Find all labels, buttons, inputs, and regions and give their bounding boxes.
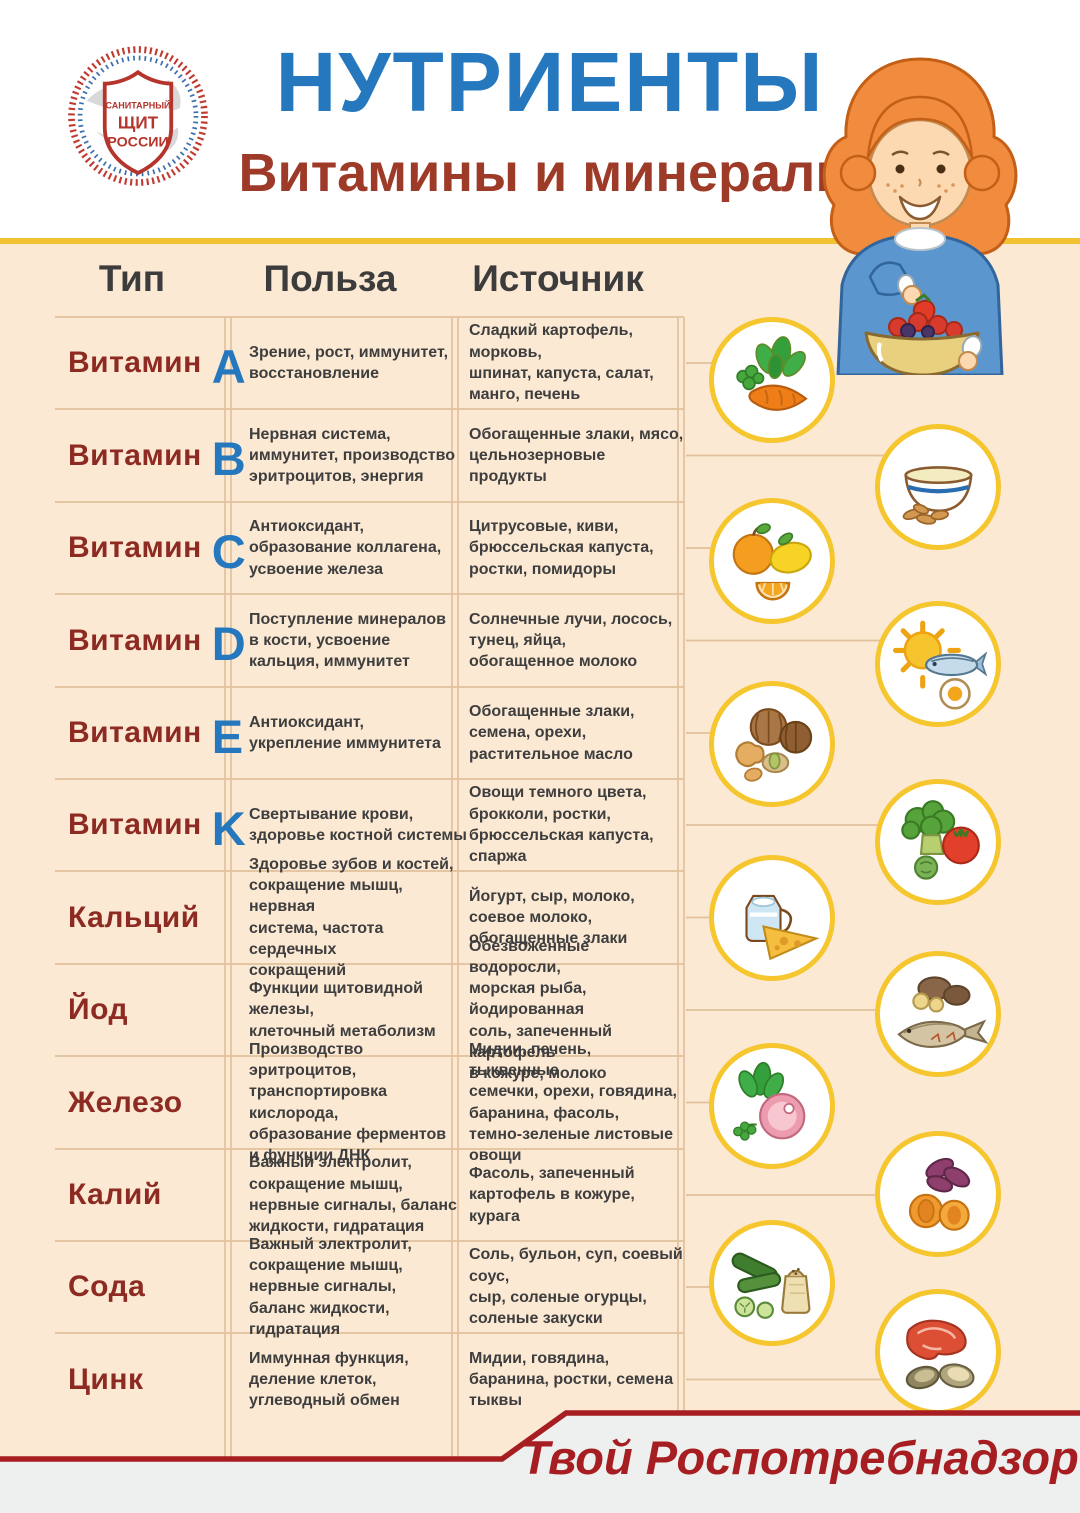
vitamin-letter: B <box>211 432 247 485</box>
source-cell: Мидии, говядина, баранина, ростки, семен… <box>469 1349 674 1410</box>
nutrient-label: Йод <box>68 993 129 1026</box>
table-row: Витамин E Антиоксидант, укрепление иммунит… <box>55 687 684 779</box>
benefit-cell: Важный электролит, сокращение мышц, нерв… <box>249 1154 457 1236</box>
vitamin-letter: K <box>211 801 247 855</box>
cucumber-salt-icon <box>709 1220 835 1346</box>
table-row: Цинк Иммунная функция, деление клеток, уг… <box>55 1333 684 1426</box>
logo-text-line3: РОССИИ <box>107 134 168 150</box>
source-cell: Солнечные лучи, лосось, тунец, яйца, обо… <box>469 610 673 671</box>
logo-text-line1: САНИТАРНЫЙ <box>105 99 170 110</box>
nutrient-name: Витамин B <box>68 409 246 502</box>
nutrient-label: Витамин <box>68 716 202 749</box>
benefit-cell: Нервная система, иммунитет, производство… <box>249 425 456 486</box>
nutrient-label: Витамин <box>68 623 202 657</box>
benefit-cell: Поступление минералов в кости, усвоение … <box>249 610 446 671</box>
header-divider-line <box>0 238 1080 244</box>
source-cell: Мидии, печень, тыквенные семечки, орехи,… <box>469 1040 677 1165</box>
source-cell: Соль, бульон, суп, соевый соус, сыр, сол… <box>469 1246 683 1328</box>
benefit-cell: Здоровье зубов и костей, сокращение мышц… <box>249 855 454 980</box>
sanitary-shield-logo: САНИТАРНЫЙ ЩИТ РОССИИ <box>67 45 209 187</box>
milk-cheese-icon <box>709 855 835 981</box>
table-row: Витамин B Нервная система, иммунитет, прои… <box>55 409 684 502</box>
meat-mussels-icon <box>875 1289 1001 1415</box>
table-row: Витамин D Поступление минералов в кости, у… <box>55 594 684 687</box>
logo-text-line2: ЩИТ <box>118 113 159 132</box>
nutrient-name: Витамин C <box>68 502 246 594</box>
page-title: НУТРИЕНТЫ <box>275 35 825 129</box>
bowl-grains-icon <box>875 424 1001 550</box>
nuts-icon <box>709 681 835 807</box>
spinach-carrot-icon <box>709 317 835 443</box>
benefit-cell: Функции щитовидной железы, клеточный мет… <box>249 980 436 1040</box>
footer-banner: Твой Роспотребнадзор <box>0 1410 1080 1513</box>
source-cell: Фасоль, запеченный картофель в кожуре, к… <box>469 1165 635 1225</box>
column-header-source: Источник <box>472 258 644 299</box>
nutrient-label: Витамин <box>68 531 202 564</box>
nutrient-label: Витамин <box>68 808 202 841</box>
nutrient-name: Калий <box>68 1149 162 1241</box>
benefit-cell: Производство эритроцитов, транспортировк… <box>249 1040 447 1165</box>
nutrient-label: Витамин <box>68 346 202 379</box>
column-header-type: Тип <box>98 258 166 299</box>
page-subtitle: Витамины и минералы <box>238 143 862 203</box>
nutrient-label: Сода <box>68 1270 146 1303</box>
table-row: Витамин A Зрение, рост, иммунитет, восстан… <box>55 317 684 409</box>
table-row: Сода Важный электролит, сокращение мышц, … <box>55 1235 684 1338</box>
nutrient-label: Калий <box>68 1178 162 1211</box>
source-cell: Обогащенные злаки, мясо, цельнозерновые … <box>469 425 684 486</box>
benefit-cell: Важный электролит, сокращение мышц, нерв… <box>249 1235 412 1338</box>
benefit-cell: Зрение, рост, иммунитет, восстановление <box>249 343 449 382</box>
benefit-cell: Антиоксидант, укрепление иммунитета <box>249 713 441 752</box>
table-row: Йод Функции щитовидной железы, клеточный … <box>55 938 684 1083</box>
source-cell: Обогащенные злаки, семена, орехи, растит… <box>469 703 635 763</box>
sun-fish-egg-icon <box>875 601 1001 727</box>
nutrient-name: Витамин K <box>68 779 246 871</box>
nutrient-label: Цинк <box>68 1362 144 1396</box>
nutrient-name: Цинк <box>68 1333 144 1426</box>
benefit-cell: Антиоксидант, образование коллагена, усв… <box>249 518 442 578</box>
column-header-benefit: Польза <box>263 258 397 299</box>
source-cell: Сладкий картофель, морковь, шпинат, капу… <box>469 322 654 404</box>
broccoli-tomato-icon <box>875 779 1001 905</box>
nutrient-name: Кальций <box>68 871 200 964</box>
nutrient-label: Кальций <box>68 900 200 934</box>
table-row: Витамин C Антиоксидант, образование коллаг… <box>55 502 684 594</box>
table-row: Калий Важный электролит, сокращение мышц,… <box>55 1149 684 1241</box>
source-cell: Овощи темного цвета, брокколи, ростки, б… <box>469 784 654 866</box>
vitamin-letter: D <box>211 617 247 670</box>
greens-meat-icon <box>709 1043 835 1169</box>
nutrient-name: Сода <box>68 1241 145 1333</box>
nutrient-name: Витамин A <box>68 317 246 409</box>
table-row: Железо Производство эритроцитов, транспор… <box>55 1040 684 1165</box>
footer-slogan: Твой Роспотребнадзор <box>521 1431 1079 1484</box>
potato-fish-icon <box>875 951 1001 1077</box>
source-cell: Цитрусовые, киви, брюссельская капуста, … <box>469 518 654 578</box>
nutrient-name: Витамин E <box>68 687 244 779</box>
nutrient-name: Железо <box>68 1056 183 1149</box>
vitamin-letter: E <box>211 709 244 763</box>
girl-illustration <box>822 57 1018 375</box>
source-cell: Йогурт, сыр, молоко, соевое молоко, обог… <box>469 887 635 948</box>
benefit-cell: Иммунная функция, деление клеток, углево… <box>249 1349 409 1410</box>
vitamin-letter: A <box>211 339 247 393</box>
nutrient-name: Йод <box>68 964 128 1056</box>
vitamin-letter: C <box>211 524 247 578</box>
citrus-icon <box>709 498 835 624</box>
nutrient-label: Витамин <box>68 438 202 472</box>
nutrient-name: Витамин D <box>68 594 246 687</box>
table-row: Витамин K Свертывание крови, здоровье кост… <box>55 779 684 871</box>
benefit-cell: Свертывание крови, здоровье костной сист… <box>249 805 467 844</box>
beans-apricots-icon <box>875 1131 1001 1257</box>
nutrient-label: Железо <box>68 1085 183 1119</box>
